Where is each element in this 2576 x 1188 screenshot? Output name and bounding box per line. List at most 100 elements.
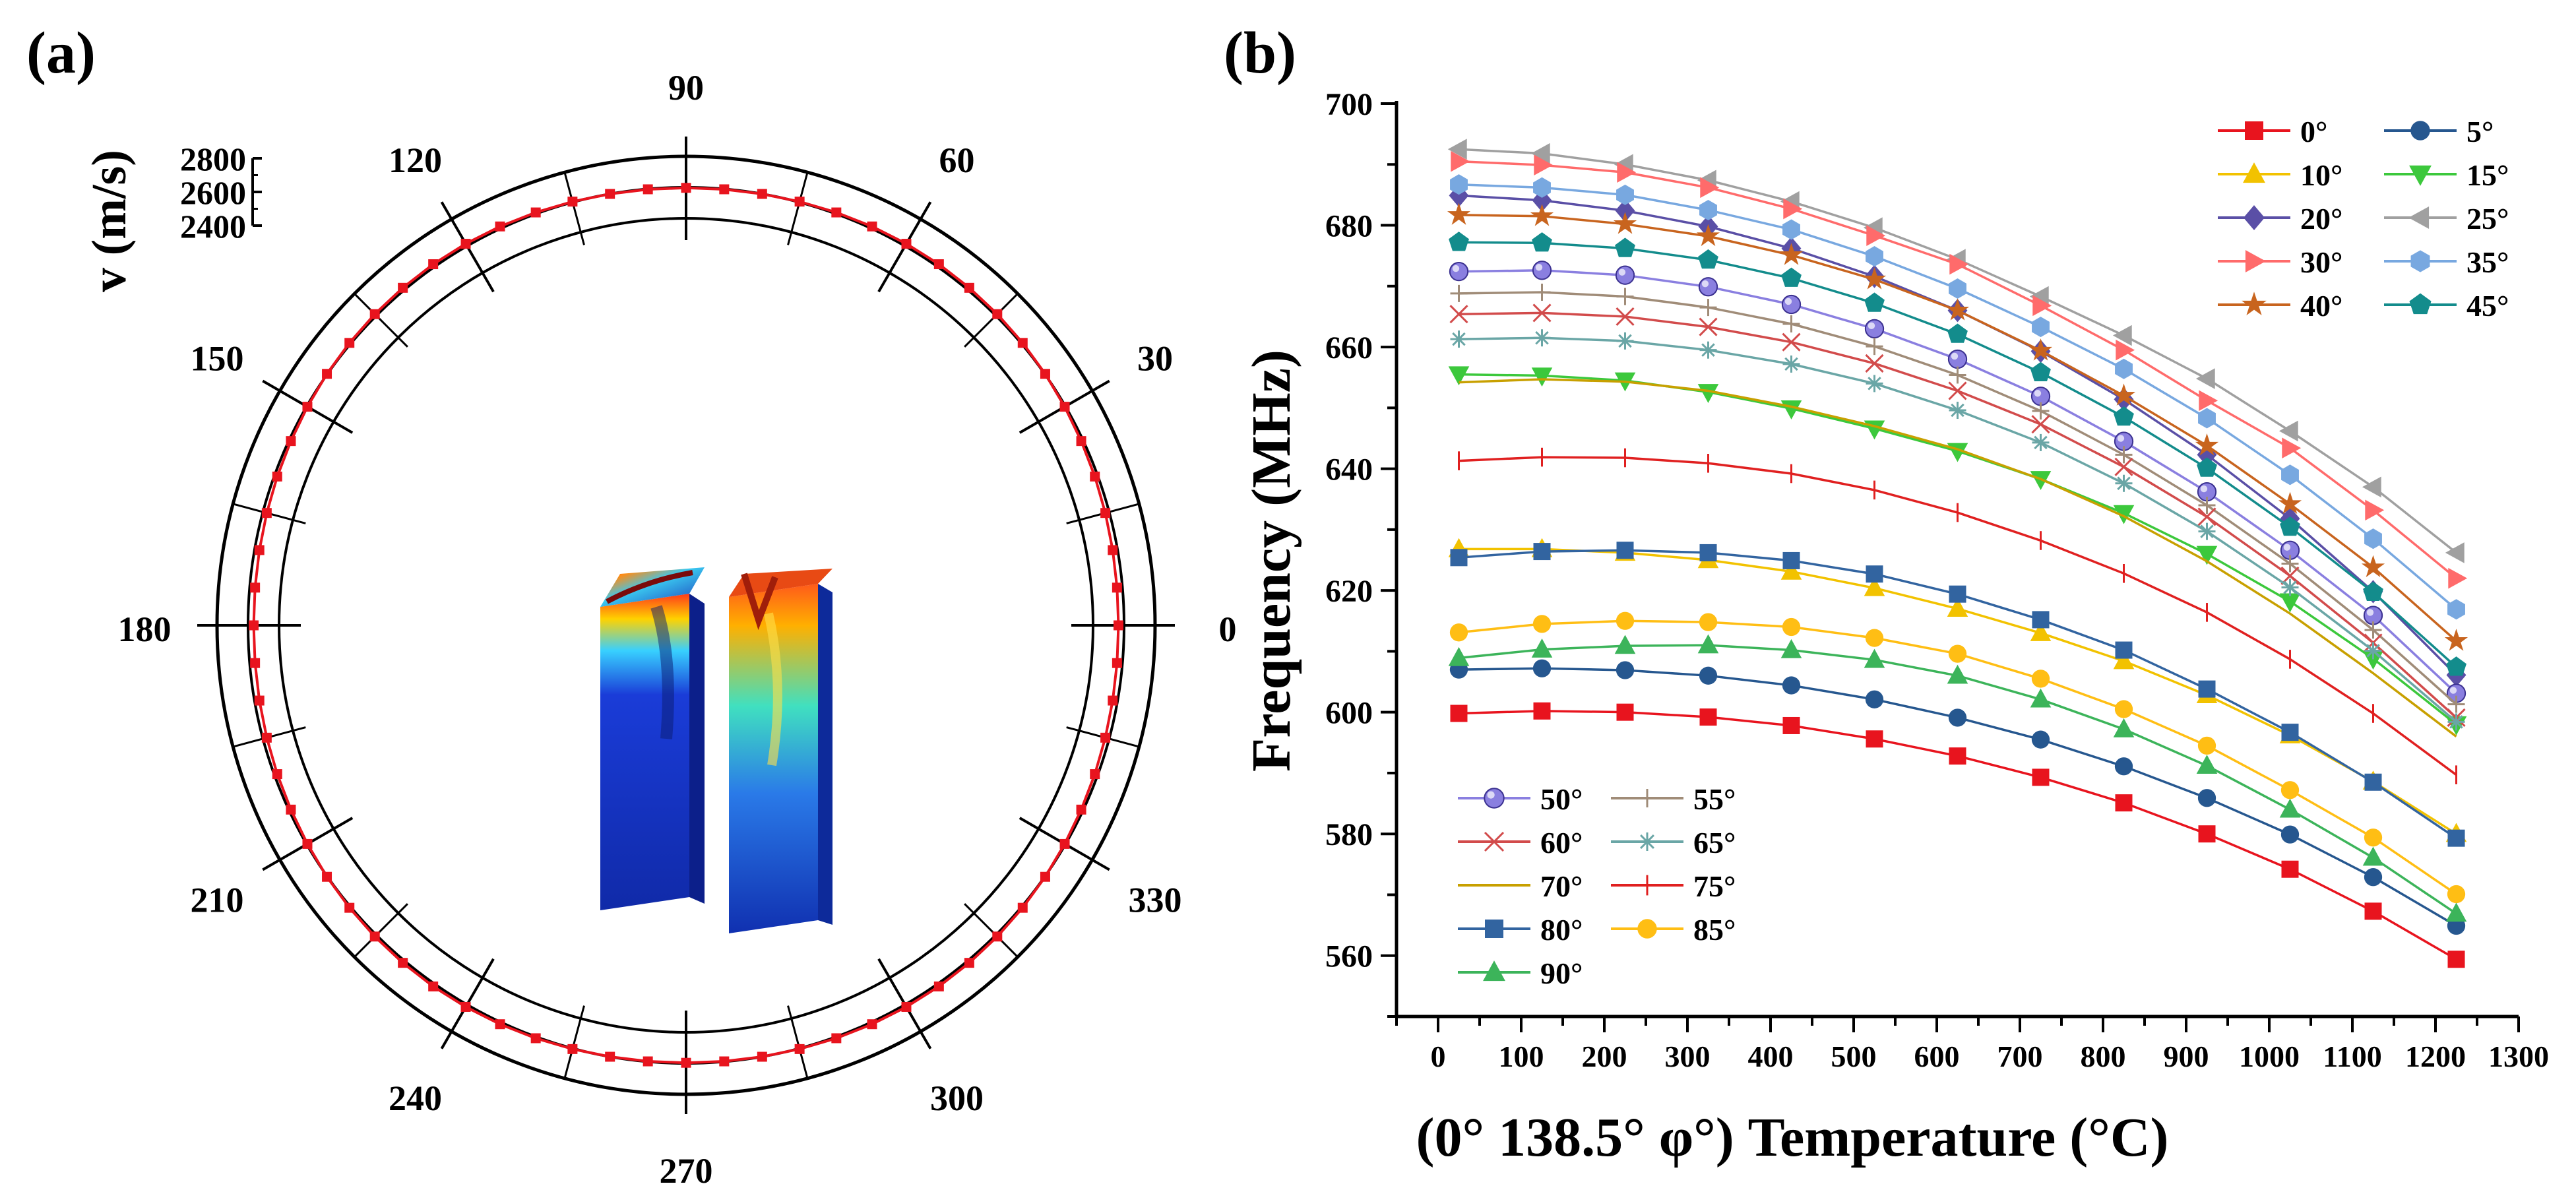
series-80deg <box>1450 542 2465 847</box>
data-point-marker <box>2197 457 2217 477</box>
series-55deg <box>1450 284 2465 713</box>
data-point-marker <box>1782 551 1800 569</box>
polar-velocity-marker <box>398 282 408 293</box>
legend-marker <box>2243 162 2265 183</box>
data-point-marker <box>2281 464 2299 485</box>
polar-velocity-marker <box>1059 838 1070 849</box>
data-point-marker <box>1699 317 1718 336</box>
legend-label: 15° <box>2466 158 2509 192</box>
y-tick-label: 640 <box>1325 453 1373 487</box>
data-point-marker <box>2447 951 2465 968</box>
data-point-marker <box>1532 659 1552 677</box>
data-point-marker <box>1699 544 1717 561</box>
radial-scale-label: 2600 <box>180 174 246 211</box>
data-point-marker <box>2361 555 2385 578</box>
polar-velocity-marker <box>567 1044 578 1054</box>
radial-scale-label: 2400 <box>180 208 246 245</box>
polar-velocity-marker <box>495 1019 505 1030</box>
legend-marker <box>1484 788 1505 809</box>
x-tick-label: 900 <box>2164 1040 2209 1073</box>
x-tick-label: 700 <box>1997 1040 2043 1073</box>
polar-angle-label: 120 <box>389 141 442 180</box>
data-point-marker <box>2362 476 2381 498</box>
polar-velocity-marker <box>369 931 380 942</box>
polar-velocity-marker <box>1017 902 1028 913</box>
data-point-marker <box>2032 317 2050 338</box>
radial-scale-label: 2800 <box>180 141 246 177</box>
polar-velocity-marker <box>428 259 439 270</box>
legend-item: 25° <box>2384 202 2509 235</box>
inset-column-right <box>729 569 832 933</box>
legend-label: 80° <box>1540 913 1583 947</box>
data-point-marker <box>1449 305 1468 324</box>
data-point-marker <box>1532 232 1552 252</box>
data-point-marker <box>1449 262 1469 282</box>
polar-velocity-marker <box>460 239 471 249</box>
data-point-marker <box>1614 635 1636 654</box>
legend-label: 35° <box>2466 245 2509 279</box>
data-point-marker <box>2448 567 2468 589</box>
polar-velocity-marker <box>794 197 805 207</box>
legend-item: 45° <box>2384 289 2509 323</box>
polar-angle-label: 0 <box>1219 610 1237 649</box>
data-point-marker <box>1782 617 1801 637</box>
polar-velocity-marker <box>261 508 272 518</box>
legend-marker <box>1638 789 1656 807</box>
data-point-marker <box>1782 315 1800 333</box>
polar-velocity-marker <box>1076 436 1086 447</box>
data-point-marker <box>1616 288 1634 305</box>
x-tick-label: 500 <box>1831 1040 1877 1073</box>
data-point-marker <box>1533 702 1551 720</box>
data-point-marker <box>2364 868 2383 887</box>
data-point-marker <box>1699 666 1718 685</box>
panel-b: (b) 0 100 200 300 400 500 600 700 800 900 1000 1100… <box>1224 20 2549 1168</box>
legend-label: 25° <box>2466 202 2509 235</box>
legend-top: 0° 5° 10° 15° 20° 25° 30° 35° 40° 45° <box>2218 115 2509 323</box>
legend-label: 30° <box>2300 245 2342 279</box>
polar-velocity-marker <box>992 309 1003 319</box>
data-point-marker <box>2198 522 2216 540</box>
polar-velocity-marker <box>344 338 355 348</box>
data-point-marker <box>1533 177 1551 198</box>
data-point-marker <box>1782 716 1800 734</box>
x-tick-label: 800 <box>2081 1040 2126 1073</box>
x-tick-label: 300 <box>1665 1040 1711 1073</box>
data-point-marker <box>1616 184 1634 205</box>
polar-angle-labels: 0 30 60 90 120 150 180 210 240 270 300 330 <box>118 68 1237 1188</box>
polar-minor-tick <box>563 1005 585 1079</box>
polar-velocity-marker <box>867 1019 877 1030</box>
data-point-marker <box>1616 661 1635 679</box>
legend-item: 0° <box>2218 115 2327 148</box>
polar-velocity-marker <box>272 769 282 780</box>
data-point-marker <box>1449 232 1469 251</box>
data-point-marker <box>1699 341 1717 359</box>
polar-velocity-marker <box>250 582 261 593</box>
data-point-marker <box>1782 332 1801 352</box>
polar-velocity-marker <box>831 207 842 218</box>
data-point-marker <box>2280 781 2300 799</box>
legend-marker <box>1485 920 1503 938</box>
data-point-marker <box>2281 860 2299 878</box>
polar-velocity-marker <box>964 282 974 293</box>
polar-velocity-marker <box>831 1033 842 1044</box>
polar-velocity-marker <box>933 981 944 991</box>
y-tick-label: 700 <box>1325 87 1373 122</box>
data-point-marker <box>2113 718 2135 737</box>
data-point-marker <box>1949 747 1966 765</box>
polar-velocity-marker <box>322 369 332 379</box>
polar-velocity-marker <box>1059 402 1070 412</box>
polar-velocity-marker <box>530 207 541 218</box>
legend-item: 65° <box>1611 826 1736 860</box>
polar-minor-tick <box>787 172 809 245</box>
polar-velocity-marker <box>1113 620 1123 631</box>
data-point-marker <box>1864 577 1885 596</box>
polar-velocity-marker <box>1100 732 1111 743</box>
data-point-marker <box>2447 599 2465 620</box>
data-point-marker <box>2364 528 2382 549</box>
data-point-marker <box>2198 408 2216 429</box>
polar-velocity-marker <box>1112 582 1122 593</box>
data-point-marker <box>1531 638 1553 658</box>
data-point-marker <box>1699 708 1717 726</box>
polar-velocity-marker <box>302 838 313 849</box>
legend-label: 50° <box>1540 782 1583 816</box>
